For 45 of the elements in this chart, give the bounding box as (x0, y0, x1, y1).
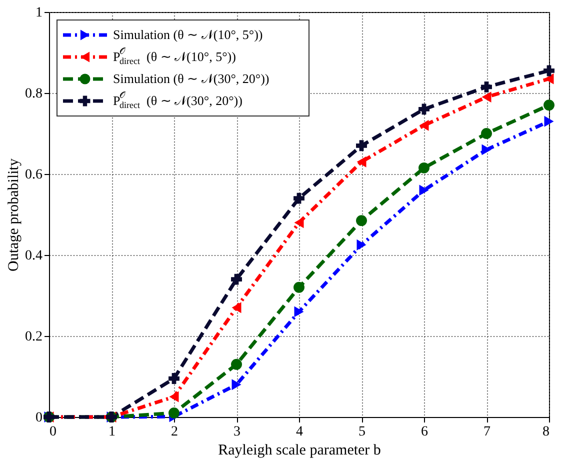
legend-label: Simulation (θ ∼ 𝒩(10°, 5°)) (113, 27, 263, 42)
point (356, 215, 367, 226)
point (356, 156, 366, 168)
y-tick-label: 0 (36, 410, 42, 426)
y-tick-label: 0.8 (25, 86, 42, 102)
x-tick-label: 8 (542, 424, 550, 440)
point (231, 358, 242, 370)
point (481, 128, 492, 139)
point (419, 120, 429, 131)
point (294, 282, 304, 293)
point (294, 306, 304, 318)
point (419, 184, 429, 196)
y-tick-label: 0.4 (25, 248, 42, 264)
y-tick-label: 0.6 (25, 168, 42, 182)
point (294, 192, 304, 204)
point (418, 104, 430, 115)
point (482, 144, 492, 156)
legend-label: Simulation (θ ∼ 𝒩(30°, 20°)) (113, 71, 270, 86)
x-tick-label: 0 (50, 424, 56, 440)
x-tick-label: 1 (108, 424, 116, 440)
y-axis-title: Outage probability (6, 158, 22, 272)
x-tick-label: 5 (358, 424, 366, 440)
x-tick-label: 7 (484, 424, 490, 440)
point (481, 81, 492, 92)
point (418, 162, 430, 174)
point (544, 116, 554, 127)
point (231, 274, 242, 285)
y-tick-label: 1 (36, 6, 42, 20)
point (544, 100, 554, 111)
x-tick-label: 3 (234, 424, 240, 440)
point (232, 379, 242, 390)
x-tick-label: 2 (171, 424, 178, 440)
point (168, 407, 180, 418)
x-axis-title: Rayleigh scale parameter b (218, 442, 381, 458)
point (168, 373, 180, 384)
y-tick-label: 0.2 (25, 330, 42, 344)
point (232, 302, 242, 314)
point (482, 92, 492, 103)
point (544, 65, 554, 76)
x-tick-label: 6 (421, 424, 428, 440)
point (356, 239, 366, 250)
point (544, 73, 554, 84)
point (169, 391, 179, 402)
point (356, 140, 367, 152)
x-tick-label: 4 (296, 424, 303, 440)
